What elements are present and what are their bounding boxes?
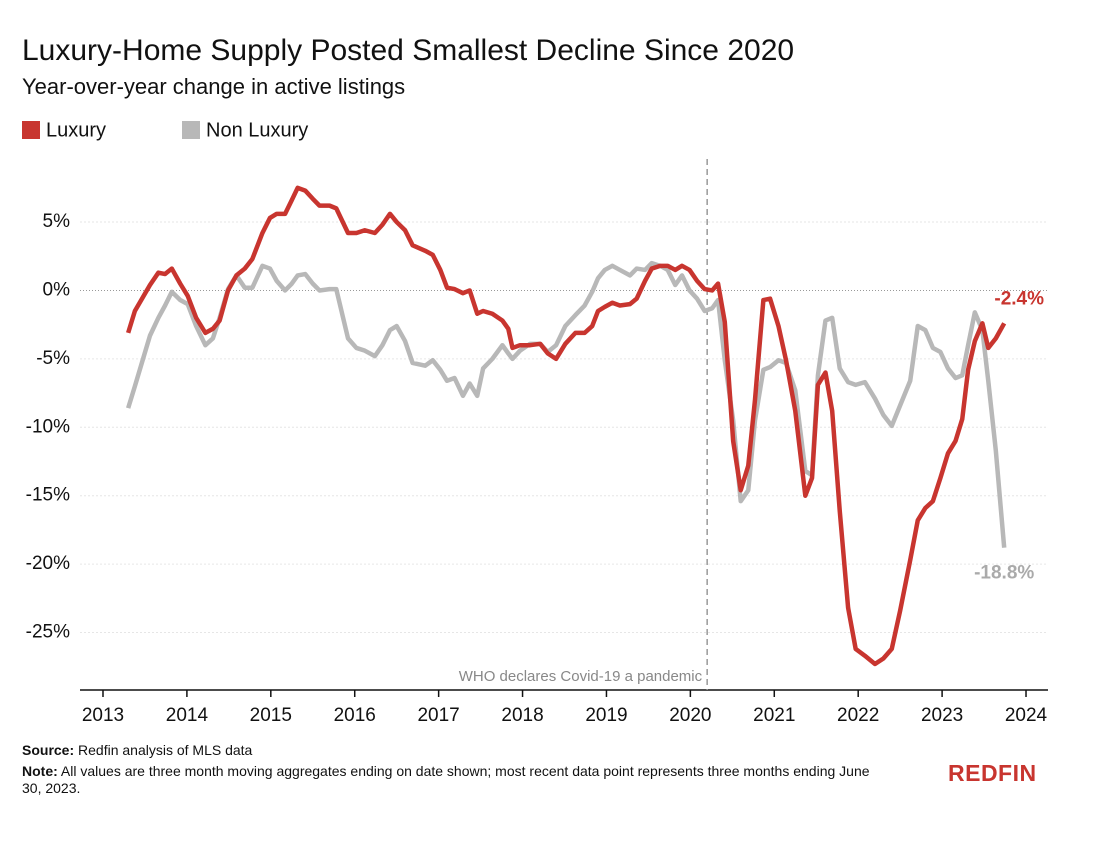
legend-label: Non Luxury bbox=[206, 119, 308, 141]
x-tick-label: 2015 bbox=[250, 705, 292, 726]
x-tick-label: 2024 bbox=[1005, 705, 1048, 726]
note: Note: All values are three month moving … bbox=[22, 763, 892, 797]
series-line bbox=[126, 185, 1007, 667]
x-tick-label: 2021 bbox=[753, 705, 795, 726]
legend-swatch bbox=[22, 121, 40, 139]
x-tick-label: 2016 bbox=[334, 705, 376, 726]
series-line bbox=[126, 260, 1007, 548]
x-tick-label: 2023 bbox=[921, 705, 963, 726]
y-tick-label: -15% bbox=[26, 485, 70, 506]
y-tick-label: 5% bbox=[43, 211, 71, 232]
x-tick-label: 2013 bbox=[82, 705, 124, 726]
end-label: -2.4% bbox=[994, 288, 1044, 309]
chart-title: Luxury-Home Supply Posted Smallest Decli… bbox=[22, 34, 794, 67]
event-label: WHO declares Covid-19 a pandemic bbox=[459, 668, 703, 685]
y-tick-label: -10% bbox=[26, 416, 70, 437]
chart-subtitle: Year-over-year change in active listings bbox=[22, 74, 405, 99]
source-label: Source: bbox=[22, 742, 75, 758]
end-label: -18.8% bbox=[974, 563, 1034, 584]
x-tick-label: 2017 bbox=[417, 705, 459, 726]
source-text: Redfin analysis of MLS data bbox=[78, 742, 253, 758]
x-tick-label: 2018 bbox=[501, 705, 543, 726]
x-tick-label: 2020 bbox=[669, 705, 711, 726]
note-text: All values are three month moving aggreg… bbox=[22, 763, 870, 796]
legend-label: Luxury bbox=[46, 119, 106, 141]
x-tick-label: 2022 bbox=[837, 705, 879, 726]
source: Source: Redfin analysis of MLS data bbox=[22, 742, 252, 759]
y-tick-label: 0% bbox=[43, 279, 71, 300]
y-tick-label: -5% bbox=[36, 348, 70, 369]
note-label: Note: bbox=[22, 763, 58, 779]
y-tick-label: -20% bbox=[26, 553, 70, 574]
x-tick-label: 2019 bbox=[585, 705, 627, 726]
x-tick-label: 2014 bbox=[166, 705, 209, 726]
logo: REDFIN bbox=[948, 760, 1037, 786]
legend-swatch bbox=[182, 121, 200, 139]
y-tick-label: -25% bbox=[26, 622, 70, 643]
